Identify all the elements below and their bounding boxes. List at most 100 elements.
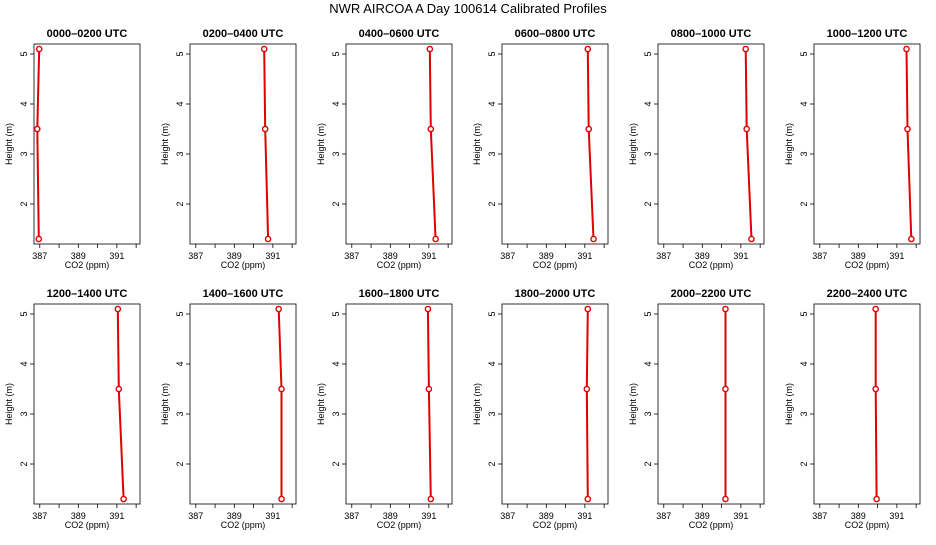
y-tick-label: 2 xyxy=(331,461,341,466)
x-tick-label: 391 xyxy=(733,251,748,261)
data-point xyxy=(426,45,434,53)
y-tick-label: 4 xyxy=(487,101,497,106)
y-tick-label: 5 xyxy=(799,51,809,56)
x-tick-label: 389 xyxy=(539,251,554,261)
data-point xyxy=(590,235,597,243)
y-axis-label: Height (m) xyxy=(472,123,482,165)
plot-frame xyxy=(501,43,609,245)
series-line xyxy=(586,48,595,240)
y-tick-label: 5 xyxy=(643,51,653,56)
x-tick-label: 387 xyxy=(812,511,827,521)
y-tick-label: 4 xyxy=(799,101,809,106)
data-point xyxy=(722,495,729,503)
y-axis-label: Height (m) xyxy=(4,383,14,425)
y-tick-label: 2 xyxy=(331,201,341,206)
panel-4: 0600–0800 UTC 387 389 391 2 3 4 5 CO2 (ppm) Heigh… xyxy=(472,28,609,270)
data-point xyxy=(903,45,910,53)
y-tick-label: 5 xyxy=(175,311,185,316)
panel-7: 1200–1400 UTC 387 389 391 2 3 4 5 CO2 (ppm) Heigh… xyxy=(4,288,141,530)
y-tick-label: 4 xyxy=(19,361,29,366)
panel-title: 0600–0800 UTC xyxy=(515,28,596,40)
data-point xyxy=(424,305,432,313)
panel-title: 1000–1200 UTC xyxy=(827,28,908,40)
data-point xyxy=(35,235,43,243)
data-point xyxy=(584,305,592,313)
y-tick-label: 2 xyxy=(643,201,653,206)
data-point xyxy=(275,305,282,313)
x-tick-label: 391 xyxy=(733,511,748,521)
y-axis-label: Height (m) xyxy=(316,383,326,425)
x-tick-label: 389 xyxy=(851,251,866,261)
x-tick-label: 391 xyxy=(421,251,436,261)
plot-frame xyxy=(345,43,453,245)
series-line xyxy=(428,48,437,240)
x-tick-label: 389 xyxy=(851,511,866,521)
panel-5: 0800–1000 UTC 387 389 391 2 3 4 5 CO2 (ppm) Heigh… xyxy=(628,28,765,270)
y-tick-label: 2 xyxy=(799,201,809,206)
y-tick-label: 3 xyxy=(19,411,29,416)
panel-8: 1400–1600 UTC 387 389 391 2 3 4 5 CO2 (ppm) Heigh… xyxy=(160,288,297,530)
y-tick-label: 4 xyxy=(175,361,185,366)
x-axis-label: CO2 (ppm) xyxy=(533,260,578,270)
y-axis-label: Height (m) xyxy=(628,383,638,425)
y-tick-label: 5 xyxy=(643,311,653,316)
data-point xyxy=(260,45,268,53)
y-tick-label: 2 xyxy=(799,461,809,466)
data-point xyxy=(743,125,750,133)
panel-11: 2000–2200 UTC 387 389 391 2 3 4 5 CO2 (ppm) Heigh… xyxy=(628,288,765,530)
panel-title: 1600–1800 UTC xyxy=(359,288,440,300)
x-tick-label: 387 xyxy=(656,511,671,521)
y-tick-label: 4 xyxy=(175,101,185,106)
plot-frame xyxy=(501,303,609,505)
y-tick-label: 2 xyxy=(175,201,185,206)
series-line xyxy=(874,309,878,500)
panel-10: 1800–2000 UTC 387 389 391 2 3 4 5 CO2 (ppm) Heigh… xyxy=(472,288,609,530)
y-tick-label: 3 xyxy=(175,411,185,416)
data-point xyxy=(115,385,123,393)
y-tick-label: 3 xyxy=(799,151,809,156)
y-tick-label: 2 xyxy=(175,461,185,466)
x-tick-label: 389 xyxy=(383,511,398,521)
x-tick-label: 389 xyxy=(383,251,398,261)
y-tick-label: 4 xyxy=(331,361,341,366)
y-tick-label: 3 xyxy=(175,151,185,156)
y-axis-label: Height (m) xyxy=(316,123,326,165)
data-point xyxy=(748,235,755,243)
x-tick-label: 391 xyxy=(577,511,592,521)
series-line xyxy=(905,48,913,240)
data-point xyxy=(873,495,880,503)
x-tick-label: 391 xyxy=(109,251,124,261)
y-axis-label: Height (m) xyxy=(4,123,14,165)
data-point xyxy=(904,125,911,133)
y-tick-label: 5 xyxy=(331,311,341,316)
panel-9: 1600–1800 UTC 387 389 391 2 3 4 5 CO2 (ppm) Heigh… xyxy=(316,288,453,530)
x-tick-label: 387 xyxy=(656,251,671,261)
panel-3: 0400–0600 UTC 387 389 391 2 3 4 5 CO2 (ppm) Heigh… xyxy=(316,28,453,270)
y-tick-label: 5 xyxy=(331,51,341,56)
y-tick-label: 3 xyxy=(331,411,341,416)
x-axis-label: CO2 (ppm) xyxy=(377,260,422,270)
x-axis-label: CO2 (ppm) xyxy=(221,520,266,530)
x-axis-label: CO2 (ppm) xyxy=(377,520,422,530)
panel-title: 0000–0200 UTC xyxy=(47,28,128,40)
plot-frame xyxy=(33,303,141,505)
data-point xyxy=(427,495,435,503)
x-tick-label: 389 xyxy=(227,251,242,261)
x-tick-label: 391 xyxy=(889,511,904,521)
x-axis-label: CO2 (ppm) xyxy=(845,520,890,530)
series-line xyxy=(744,48,753,240)
x-tick-label: 389 xyxy=(227,511,242,521)
y-tick-label: 2 xyxy=(643,461,653,466)
series-line xyxy=(585,308,589,500)
panel-title: 1800–2000 UTC xyxy=(515,288,596,300)
x-tick-label: 391 xyxy=(577,251,592,261)
panel-title: 0200–0400 UTC xyxy=(203,28,284,40)
x-tick-label: 389 xyxy=(695,511,710,521)
data-point xyxy=(872,305,879,313)
data-point xyxy=(584,495,592,503)
x-axis-label: CO2 (ppm) xyxy=(65,260,110,270)
y-tick-label: 2 xyxy=(19,461,29,466)
y-tick-label: 3 xyxy=(799,411,809,416)
panel-1: 0000–0200 UTC 387 389 391 2 3 4 5 CO2 (ppm) Heigh… xyxy=(4,28,141,270)
